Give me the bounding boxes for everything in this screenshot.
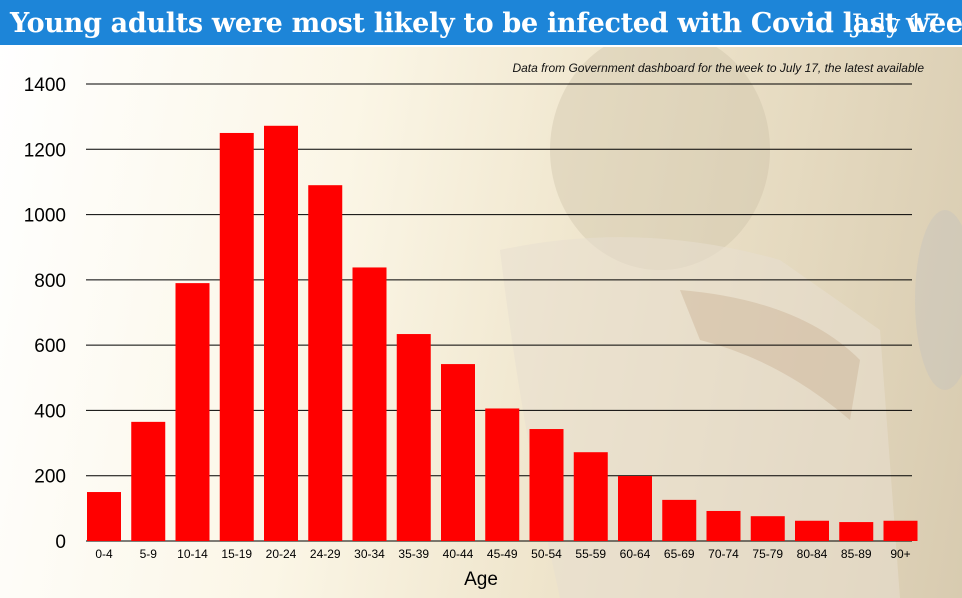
x-tick-label: 45-49	[487, 547, 518, 561]
y-tick-label: 1000	[24, 206, 66, 227]
y-tick-label: 200	[34, 467, 66, 488]
bar	[706, 510, 741, 541]
bar	[396, 334, 431, 541]
x-tick-label: 90+	[890, 547, 910, 561]
x-tick-label: 24-29	[310, 547, 341, 561]
x-tick-label: 50-54	[531, 547, 562, 561]
x-tick-label: 80-84	[797, 547, 828, 561]
bar	[662, 499, 697, 541]
bar	[573, 452, 608, 541]
x-tick-label: 15-19	[221, 547, 252, 561]
x-axis-label: Age	[464, 569, 498, 590]
x-tick-label: 30-34	[354, 547, 385, 561]
bar	[131, 421, 166, 541]
bar	[839, 522, 874, 541]
bar	[618, 476, 652, 541]
chart-subtitle: Data from Government dashboard for the w…	[512, 61, 924, 75]
bar	[264, 125, 298, 541]
y-tick-label: 400	[34, 401, 66, 422]
bar	[87, 492, 121, 541]
x-tick-label: 0-4	[95, 547, 113, 561]
x-tick-label: 20-24	[266, 547, 297, 561]
bar	[219, 132, 254, 541]
x-tick-label: 70-74	[708, 547, 739, 561]
bar	[485, 408, 520, 541]
header-bar: Young adults were most likely to be infe…	[0, 0, 962, 47]
date-label: July 17	[851, 9, 940, 38]
bar	[352, 267, 387, 541]
x-tick-label: 65-69	[664, 547, 695, 561]
y-tick-label: 800	[34, 271, 66, 292]
x-tick-label: 85-89	[841, 547, 872, 561]
y-tick-label: 0	[55, 532, 66, 553]
y-tick-label: 600	[34, 336, 66, 357]
bar	[795, 520, 829, 541]
x-tick-label: 60-64	[620, 547, 651, 561]
bar	[883, 520, 918, 541]
y-tick-label: 1200	[24, 140, 66, 161]
x-tick-label: 10-14	[177, 547, 208, 561]
bar	[308, 185, 343, 541]
x-tick-label: 35-39	[398, 547, 429, 561]
x-tick-label: 55-59	[575, 547, 606, 561]
bar	[529, 429, 564, 541]
x-tick-label: 5-9	[140, 547, 158, 561]
y-tick-label: 1400	[24, 75, 66, 96]
x-tick-label: 75-79	[752, 547, 783, 561]
bar	[750, 516, 785, 541]
bar	[175, 283, 210, 541]
x-tick-label: 40-44	[443, 547, 474, 561]
chart-title: Young adults were most likely to be infe…	[10, 8, 962, 39]
bar	[441, 364, 475, 541]
